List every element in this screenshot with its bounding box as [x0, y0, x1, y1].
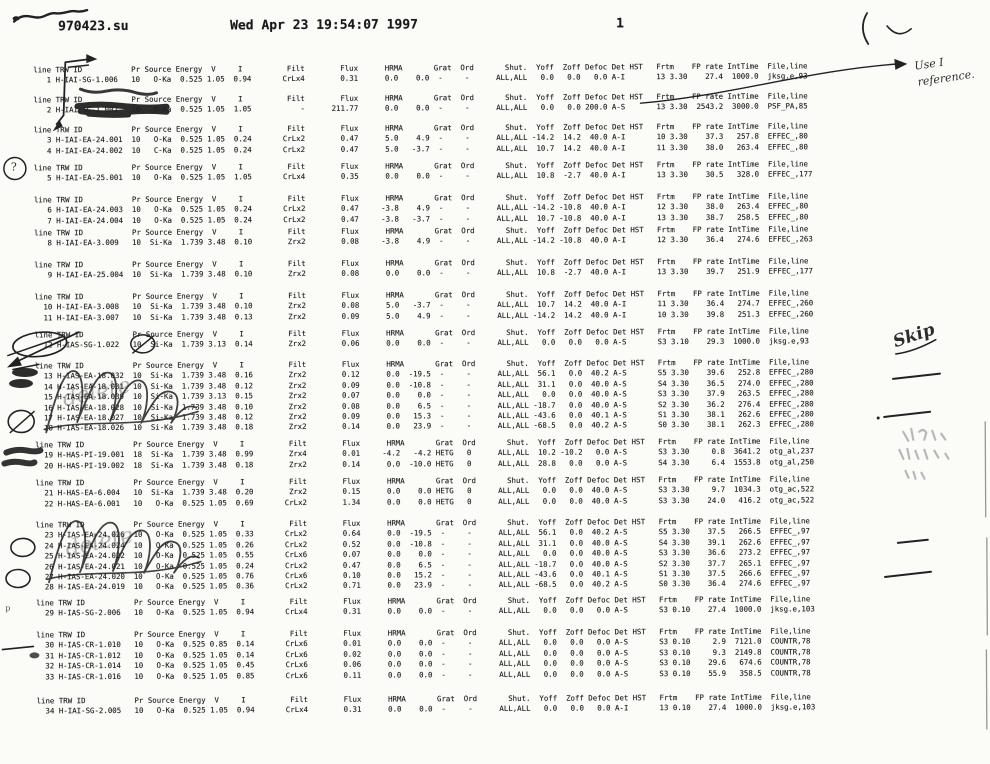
page-number: 1 [616, 16, 624, 32]
handwritten-note-use-i: Use I [913, 55, 945, 73]
print-datetime: Wed Apr 23 19:54:07 1997 [230, 17, 419, 34]
paren-mark-top-right [862, 12, 870, 45]
print-header: 970423.su Wed Apr 23 19:54:07 1997 1 [0, 0, 988, 34]
test-plan-table: line TRW ID Pr Source Energy V I Filt Fl… [0, 0, 988, 715]
note-arrowhead [894, 58, 908, 70]
scribble-line-1 [78, 87, 158, 96]
handwritten-question-mark: ? [10, 160, 17, 174]
report-filename: 970423.su [58, 18, 129, 35]
pen-dot [12, 16, 20, 21]
handwritten-note-skip: Skip [890, 319, 938, 352]
pencil-smudges [898, 427, 950, 480]
margin-mark-p: p [5, 603, 11, 613]
right-dash-marks [876, 372, 941, 578]
curve-mark-top-right [886, 25, 912, 35]
page-edge-marks [984, 421, 988, 730]
bracket-arrowhead-top [86, 54, 98, 64]
